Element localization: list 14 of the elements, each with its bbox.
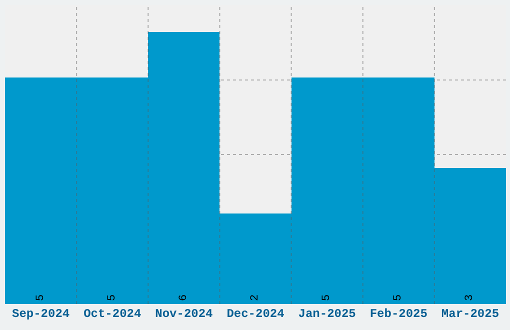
data-label: 3: [464, 294, 476, 301]
x-tick-label: Mar-2025: [441, 307, 500, 321]
data-label: 5: [34, 294, 47, 301]
x-tick-label: Dec-2024: [226, 307, 284, 321]
data-label: 5: [392, 294, 405, 301]
data-label: 2: [250, 294, 262, 301]
x-tick-label: Oct-2024: [84, 307, 142, 321]
x-tick-label: Sep-2024: [12, 307, 70, 321]
x-tick-label: Nov-2024: [155, 307, 213, 321]
data-label: 5: [106, 294, 118, 301]
x-tick-label: Jan-2025: [298, 307, 356, 321]
data-label: 6: [178, 294, 190, 301]
data-label: 5: [321, 294, 334, 301]
x-tick-label: Feb-2025: [370, 307, 428, 321]
